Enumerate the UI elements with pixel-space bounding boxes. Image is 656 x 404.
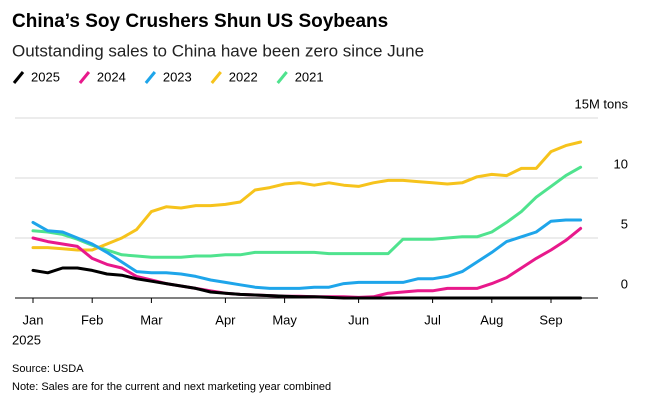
legend-label: 2025 [31, 69, 60, 84]
series-line [31, 140, 583, 252]
year-label: 2025 [12, 332, 41, 347]
note: Note: Sales are for the current and next… [12, 381, 331, 393]
x-tick-label: May [272, 312, 297, 327]
series-line [31, 218, 583, 290]
x-tick-label: Aug [480, 312, 503, 327]
legend-swatch [210, 71, 222, 84]
y-tick-label: 10 [614, 156, 628, 171]
legend-label: 2021 [295, 69, 324, 84]
legend-swatch [78, 71, 91, 84]
x-tick-label: Feb [81, 312, 103, 327]
x-tick-label: Mar [140, 312, 163, 327]
series-line [31, 165, 583, 259]
legend-label: 2022 [229, 69, 258, 84]
series-line [31, 266, 583, 300]
source: Source: USDA [12, 363, 84, 375]
x-tick-label: Jan [23, 312, 44, 327]
y-tick-label: 5 [621, 216, 628, 231]
x-tick-label: Apr [215, 312, 236, 327]
chart-subtitle: Outstanding sales to China have been zer… [12, 41, 424, 60]
legend-swatch [276, 71, 288, 84]
legend-swatch [144, 71, 157, 84]
legend-label: 2024 [97, 69, 126, 84]
y-tick-label: 15M tons [575, 96, 629, 111]
x-tick-label: Jun [348, 312, 369, 327]
chart-title: China’s Soy Crushers Shun US Soybeans [12, 11, 388, 32]
x-tick-label: Jul [424, 312, 441, 327]
legend-label: 2023 [163, 69, 192, 84]
x-tick-label: Sep [539, 312, 562, 327]
legend-swatch [12, 71, 25, 84]
y-tick-label: 0 [621, 276, 628, 291]
